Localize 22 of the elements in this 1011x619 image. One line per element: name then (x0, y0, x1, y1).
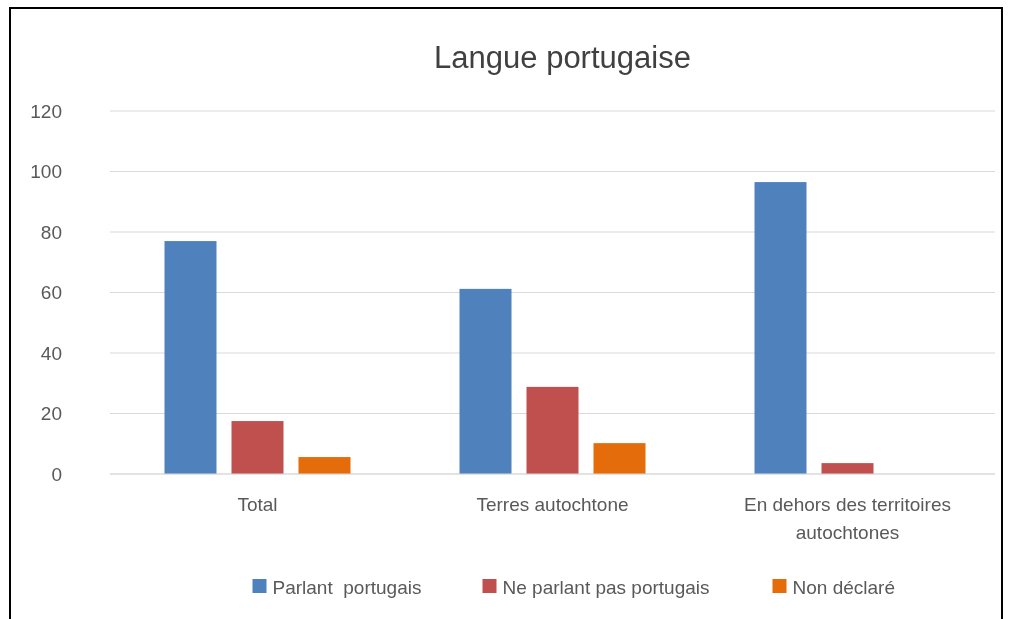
y-tick-label: 120 (30, 100, 62, 122)
y-tick-label: 40 (40, 342, 62, 364)
legend-label: Ne parlant pas portugais (502, 576, 710, 598)
y-tick-label: 20 (40, 403, 62, 425)
bar (459, 288, 512, 474)
x-tick-label: Terres autochtone (476, 494, 629, 515)
chart-title: Langue portugaise (434, 40, 691, 75)
x-tick-label: Total (237, 494, 278, 515)
bar (526, 386, 579, 474)
bar (298, 457, 351, 474)
bar (754, 182, 807, 474)
y-tick-label: 80 (40, 221, 62, 243)
legend-label: Non déclaré (792, 576, 895, 598)
x-tick-label: En dehors des territoires autochtones (744, 494, 951, 543)
y-tick-label: 60 (40, 282, 62, 304)
bar (593, 443, 646, 474)
y-tick-label: 100 (30, 161, 62, 183)
bar (231, 421, 284, 474)
legend-label: Parlant portugais (272, 576, 422, 598)
bar (821, 463, 874, 474)
y-tick-label: 0 (51, 463, 62, 485)
bar (164, 241, 217, 474)
